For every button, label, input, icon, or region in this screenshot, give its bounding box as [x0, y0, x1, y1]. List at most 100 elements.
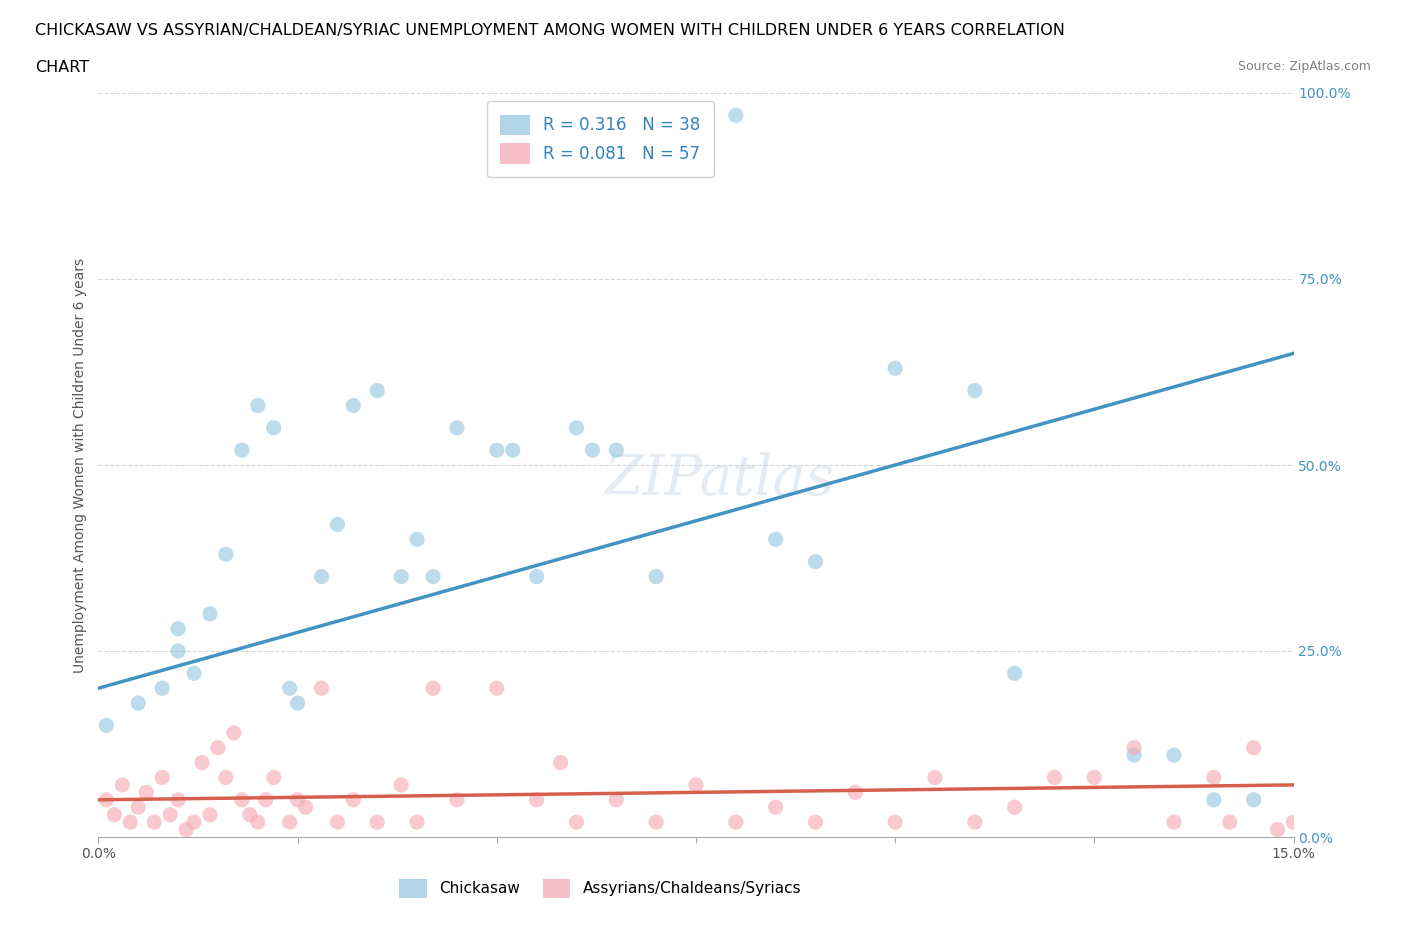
Point: [263, 770, 285, 785]
Point: [1219, 815, 1241, 830]
Point: [765, 800, 787, 815]
Point: [389, 569, 412, 584]
Point: [103, 807, 125, 822]
Point: [311, 569, 333, 584]
Point: [215, 547, 238, 562]
Point: [422, 681, 444, 696]
Point: [565, 420, 588, 435]
Point: [222, 725, 245, 740]
Point: [645, 569, 668, 584]
Point: [120, 815, 142, 830]
Point: [1163, 748, 1185, 763]
Point: [526, 792, 548, 807]
Point: [294, 800, 316, 815]
Point: [1243, 740, 1265, 755]
Point: [1043, 770, 1066, 785]
Point: [1083, 770, 1105, 785]
Point: [96, 718, 118, 733]
Point: [1004, 666, 1026, 681]
Point: [765, 532, 787, 547]
Point: [183, 666, 205, 681]
Text: CHART: CHART: [35, 60, 89, 75]
Point: [406, 532, 429, 547]
Point: [263, 420, 285, 435]
Point: [1282, 815, 1305, 830]
Point: [565, 815, 588, 830]
Point: [246, 815, 269, 830]
Text: ZIPatlas: ZIPatlas: [605, 453, 835, 507]
Point: [287, 792, 309, 807]
Point: [366, 815, 388, 830]
Point: [278, 681, 301, 696]
Point: [804, 815, 827, 830]
Point: [1123, 748, 1146, 763]
Point: [215, 770, 238, 785]
Point: [844, 785, 866, 800]
Point: [111, 777, 134, 792]
Point: [254, 792, 277, 807]
Point: [685, 777, 707, 792]
Point: [198, 807, 221, 822]
Point: [485, 443, 508, 458]
Point: [183, 815, 205, 830]
Point: [326, 815, 349, 830]
Point: [550, 755, 572, 770]
Legend: Chickasaw, Assyrians/Chaldeans/Syriacs: Chickasaw, Assyrians/Chaldeans/Syriacs: [394, 873, 807, 904]
Point: [167, 621, 190, 636]
Point: [231, 792, 253, 807]
Point: [150, 681, 173, 696]
Point: [167, 792, 190, 807]
Point: [406, 815, 429, 830]
Point: [167, 644, 190, 658]
Text: Source: ZipAtlas.com: Source: ZipAtlas.com: [1237, 60, 1371, 73]
Point: [311, 681, 333, 696]
Point: [605, 443, 627, 458]
Point: [963, 383, 986, 398]
Point: [159, 807, 181, 822]
Point: [446, 420, 468, 435]
Point: [924, 770, 946, 785]
Point: [246, 398, 269, 413]
Point: [1202, 770, 1225, 785]
Point: [127, 800, 149, 815]
Point: [198, 606, 221, 621]
Point: [963, 815, 986, 830]
Point: [1243, 792, 1265, 807]
Point: [724, 108, 747, 123]
Point: [1004, 800, 1026, 815]
Point: [526, 569, 548, 584]
Point: [127, 696, 149, 711]
Point: [207, 740, 229, 755]
Point: [342, 398, 364, 413]
Y-axis label: Unemployment Among Women with Children Under 6 years: Unemployment Among Women with Children U…: [73, 258, 87, 672]
Point: [485, 681, 508, 696]
Point: [366, 383, 388, 398]
Point: [645, 815, 668, 830]
Point: [96, 792, 118, 807]
Point: [884, 361, 907, 376]
Point: [1123, 740, 1146, 755]
Point: [1267, 822, 1289, 837]
Text: CHICKASAW VS ASSYRIAN/CHALDEAN/SYRIAC UNEMPLOYMENT AMONG WOMEN WITH CHILDREN UND: CHICKASAW VS ASSYRIAN/CHALDEAN/SYRIAC UN…: [35, 23, 1064, 38]
Point: [446, 792, 468, 807]
Point: [389, 777, 412, 792]
Point: [1202, 792, 1225, 807]
Point: [724, 815, 747, 830]
Point: [143, 815, 166, 830]
Point: [174, 822, 197, 837]
Point: [422, 569, 444, 584]
Point: [804, 554, 827, 569]
Point: [239, 807, 262, 822]
Point: [278, 815, 301, 830]
Point: [150, 770, 173, 785]
Point: [884, 815, 907, 830]
Point: [605, 792, 627, 807]
Point: [191, 755, 214, 770]
Point: [342, 792, 364, 807]
Point: [135, 785, 157, 800]
Point: [581, 443, 603, 458]
Point: [1163, 815, 1185, 830]
Point: [326, 517, 349, 532]
Point: [502, 443, 524, 458]
Point: [287, 696, 309, 711]
